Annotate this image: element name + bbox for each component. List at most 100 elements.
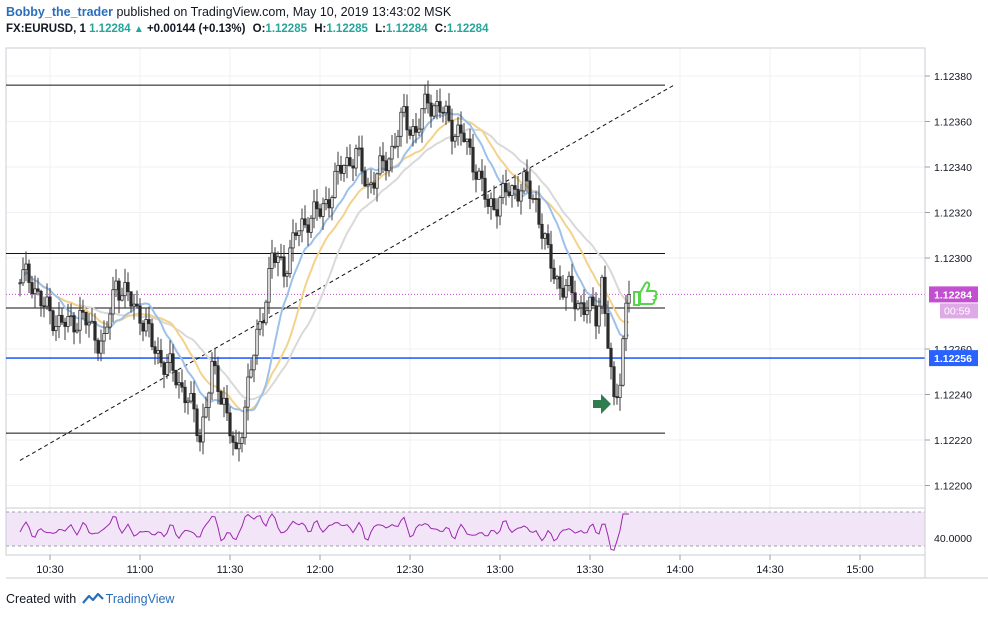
candle-down xyxy=(414,126,418,133)
candle-down xyxy=(171,353,175,371)
candle-down xyxy=(147,319,151,325)
candle-down xyxy=(603,276,607,314)
candles[interactable] xyxy=(18,80,631,462)
candle-up xyxy=(45,296,49,307)
candle-down xyxy=(426,93,430,104)
candle-down xyxy=(261,320,265,324)
price-tick-label: 1.12380 xyxy=(934,71,972,83)
candle-up xyxy=(585,310,589,316)
candle-up xyxy=(456,124,460,137)
up-triangle-icon: ▲ xyxy=(133,24,144,35)
candle-up xyxy=(207,392,211,408)
candle-down xyxy=(537,198,541,225)
candle-down xyxy=(486,198,490,207)
candle-down xyxy=(51,310,55,332)
candle-up xyxy=(579,302,583,305)
candle-down xyxy=(150,323,154,348)
candle-up xyxy=(423,93,427,110)
candle-down xyxy=(36,288,40,292)
candle-down xyxy=(360,147,364,172)
last-price-text: 1.12284 xyxy=(934,289,972,301)
candle-down xyxy=(48,296,52,312)
author-name[interactable]: Bobby_the_trader xyxy=(6,5,113,19)
price-tick-label: 1.12320 xyxy=(934,208,972,220)
candle-up xyxy=(600,276,604,307)
candle-up xyxy=(342,164,346,174)
tradingview-brand[interactable]: TradingView xyxy=(105,592,175,606)
candle-up xyxy=(102,333,106,342)
candle-up xyxy=(252,354,256,371)
candle-up xyxy=(78,309,82,331)
candle-up xyxy=(33,288,37,295)
candle-up xyxy=(312,201,316,219)
candle-down xyxy=(159,350,163,364)
candle-down xyxy=(405,106,409,131)
candle-down xyxy=(483,177,487,200)
price-tick-label: 1.12220 xyxy=(934,435,972,447)
candle-down xyxy=(279,256,283,259)
candle-up xyxy=(276,256,280,263)
candle-up xyxy=(333,170,337,198)
candle-down xyxy=(363,170,367,187)
price-change: +0.00144 (+0.13%) xyxy=(146,23,246,35)
candle-down xyxy=(135,303,139,307)
candle-down xyxy=(495,209,499,217)
candle-up xyxy=(432,105,436,117)
candle-down xyxy=(615,396,619,399)
symbol-label: FX:EURUSD, 1 xyxy=(6,23,86,35)
candle-up xyxy=(444,105,448,114)
time-tick-label: 14:00 xyxy=(666,564,694,576)
candle-up xyxy=(567,275,571,286)
candle-up xyxy=(543,233,547,239)
candle-down xyxy=(381,155,385,162)
candle-up xyxy=(123,282,127,297)
candle-down xyxy=(438,101,442,113)
candle-down xyxy=(39,290,43,307)
candle-down xyxy=(612,366,616,398)
candle-down xyxy=(609,347,613,368)
annotations xyxy=(593,281,658,414)
candle-up xyxy=(90,321,94,324)
candle-down xyxy=(282,256,286,277)
candle-down xyxy=(216,365,220,392)
candle-up xyxy=(168,353,172,363)
candle-up xyxy=(186,400,190,404)
candle-up xyxy=(378,155,382,175)
candle-down xyxy=(63,321,67,327)
candle-down xyxy=(606,313,610,349)
candle-down xyxy=(480,170,484,179)
candle-up xyxy=(393,145,397,148)
candle-up xyxy=(324,199,328,205)
candle-up xyxy=(24,263,28,271)
candle-down xyxy=(561,287,565,298)
rsi-line xyxy=(19,513,629,551)
candle-down xyxy=(126,282,130,293)
candle-up xyxy=(87,322,91,326)
candle-down xyxy=(447,105,451,121)
candle-up xyxy=(291,232,295,249)
candle-up xyxy=(330,197,334,209)
candle-up xyxy=(396,135,400,147)
candle-down xyxy=(183,386,187,404)
candle-up xyxy=(267,268,271,303)
candle-up xyxy=(222,397,226,405)
candle-up xyxy=(345,157,349,166)
candle-up xyxy=(564,284,568,298)
candle-up xyxy=(237,443,241,450)
candle-down xyxy=(318,208,322,217)
time-axis[interactable]: 10:30 11:00 11:30 12:00 12:30 13:00 13:30 14:00… xyxy=(6,555,988,579)
low-value: 1.12284 xyxy=(385,23,428,35)
chart-header: Bobby_the_trader published on TradingVie… xyxy=(6,4,906,38)
price-axis[interactable]: 1.12380 1.12360 1.12340 1.12320 1.12300 1.122… xyxy=(924,48,978,578)
candle-down xyxy=(195,408,199,437)
close-value: 1.12284 xyxy=(446,23,489,35)
candle-up xyxy=(501,183,505,199)
candle-up xyxy=(354,148,358,169)
candle-down xyxy=(180,382,184,388)
candle-up xyxy=(411,126,415,136)
time-tick-label: 11:30 xyxy=(217,564,244,576)
candle-up xyxy=(531,198,535,200)
time-tick-label: 14:30 xyxy=(756,564,784,576)
candle-down xyxy=(198,435,202,443)
